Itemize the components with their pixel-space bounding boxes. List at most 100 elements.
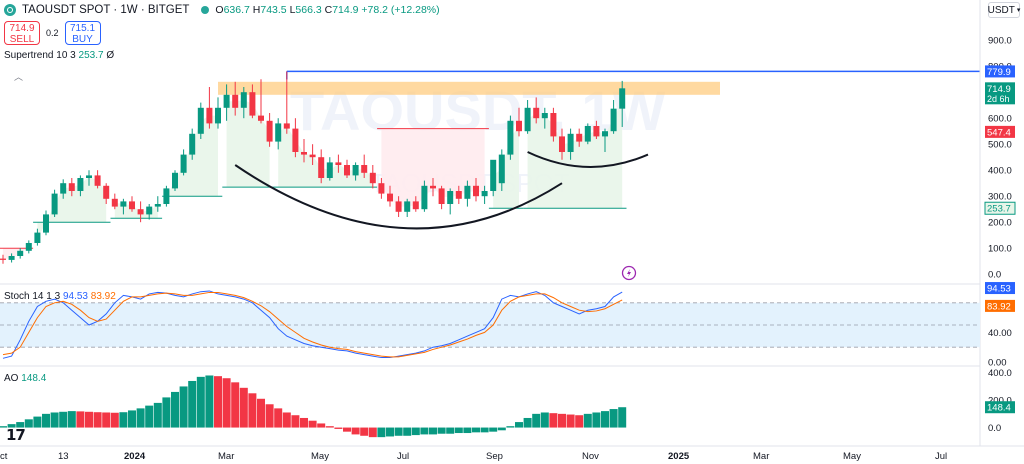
price-label: 714.9: [987, 84, 1011, 95]
candle: [8, 256, 15, 260]
candle: [567, 133, 574, 152]
candle: [111, 198, 118, 207]
price-label-bg: [985, 82, 1015, 105]
candle: [481, 191, 488, 197]
ao-bar: [411, 427, 420, 436]
candle: [25, 243, 32, 251]
trade-panel: 714.9 SELL 0.2 715.1 BUY: [4, 21, 101, 45]
ao-bar: [454, 427, 463, 434]
ao-bar: [188, 380, 197, 428]
candle: [68, 183, 75, 191]
candle: [180, 154, 187, 173]
ao-bar: [489, 427, 498, 432]
ao-bar: [239, 387, 248, 428]
candle: [43, 214, 49, 233]
ao-bar: [308, 420, 317, 428]
ao-bar: [437, 427, 446, 434]
symbol-title[interactable]: TAOUSDT SPOT · 1W · BITGET: [22, 4, 190, 16]
candle: [369, 172, 376, 184]
candle: [137, 209, 144, 215]
supertrend-fill: [3, 246, 29, 260]
candle: [60, 183, 67, 194]
ao-bar: [403, 427, 412, 436]
candle: [154, 204, 161, 207]
ao-tick-label: 0.0: [988, 423, 1001, 434]
ao-bar: [136, 408, 145, 428]
price-label: 253.7: [987, 204, 1011, 215]
price-label: 547.4: [987, 127, 1011, 138]
stoch-value-label: 83.92: [987, 301, 1011, 312]
candle: [120, 201, 127, 207]
handle-arc: [527, 151, 649, 168]
ao-bar: [506, 426, 515, 428]
candle: [447, 191, 454, 204]
ao-bar: [420, 427, 429, 435]
candle: [352, 165, 359, 176]
ao-bar: [429, 427, 437, 435]
candle: [51, 193, 58, 215]
candle: [524, 107, 531, 132]
ao-bar: [480, 427, 489, 433]
ao-bar: [618, 407, 627, 428]
ao-bar: [33, 416, 42, 428]
ao-tick-label: 400.0: [988, 368, 1012, 379]
ao-bar: [334, 427, 343, 429]
time-tick-label: May: [311, 451, 329, 462]
symbol-header[interactable]: TAOUSDT SPOT · 1W · BITGET O636.7 H743.5…: [4, 2, 440, 18]
candle: [232, 94, 239, 108]
ao-bar: [231, 382, 240, 428]
ao-bar: [351, 427, 360, 435]
candle: [576, 133, 583, 142]
currency-selector[interactable]: USDT ▾: [988, 2, 1020, 18]
ao-bar: [463, 427, 472, 434]
time-tick-label: ct: [0, 451, 8, 462]
candle: [498, 154, 505, 184]
ao-bar: [497, 427, 506, 431]
ao-bar: [179, 386, 188, 428]
price-label-bg: [985, 125, 1015, 138]
price-tick-label: 300.0: [988, 192, 1012, 203]
candle: [0, 258, 6, 260]
candle: [318, 157, 325, 178]
candle: [283, 123, 290, 129]
ao-legend[interactable]: AO 148.4: [4, 373, 47, 384]
ao-bar: [93, 412, 102, 428]
tradingview-logo-icon[interactable]: 17: [6, 426, 26, 444]
candle: [77, 178, 84, 191]
candle: [189, 133, 196, 155]
buy-button[interactable]: 715.1 BUY: [64, 21, 101, 45]
sell-button[interactable]: 714.9 SELL: [4, 21, 40, 45]
candle: [602, 131, 608, 137]
candle: [146, 206, 153, 215]
stoch-tick-label: 0.00: [988, 358, 1007, 369]
ao-bar: [592, 412, 601, 428]
candle: [438, 188, 445, 204]
market-open-dot-icon: [201, 6, 210, 14]
supertrend-legend[interactable]: Supertrend 10 3 253.7 Ø: [4, 50, 115, 61]
candle: [249, 92, 256, 116]
ao-tick-label: 200.0: [988, 396, 1012, 407]
candle: [129, 201, 135, 210]
ao-bar: [128, 410, 136, 428]
collapse-chevron-icon[interactable]: ︿: [14, 72, 24, 82]
ao-bar: [85, 411, 93, 428]
candle: [490, 159, 497, 191]
ao-bar: [532, 413, 541, 428]
price-tick-label: 600.0: [988, 114, 1012, 125]
stoch-tick-label: 40.00: [988, 328, 1012, 339]
time-tick-label: 2024: [124, 451, 146, 462]
ao-bar: [343, 427, 351, 432]
candle: [395, 201, 402, 212]
stoch-value-bg: [985, 299, 1015, 312]
candle: [94, 175, 101, 186]
stoch-legend[interactable]: Stoch 14 1 3 94.53 83.92: [4, 291, 116, 302]
candle: [266, 120, 273, 142]
price-label: 779.9: [987, 67, 1011, 78]
ao-bar: [325, 426, 334, 428]
ao-bar: [575, 415, 584, 428]
ao-bar: [558, 413, 566, 428]
ao-bar: [282, 412, 291, 428]
ao-bar: [7, 424, 16, 428]
coin-logo-icon: [4, 4, 16, 16]
